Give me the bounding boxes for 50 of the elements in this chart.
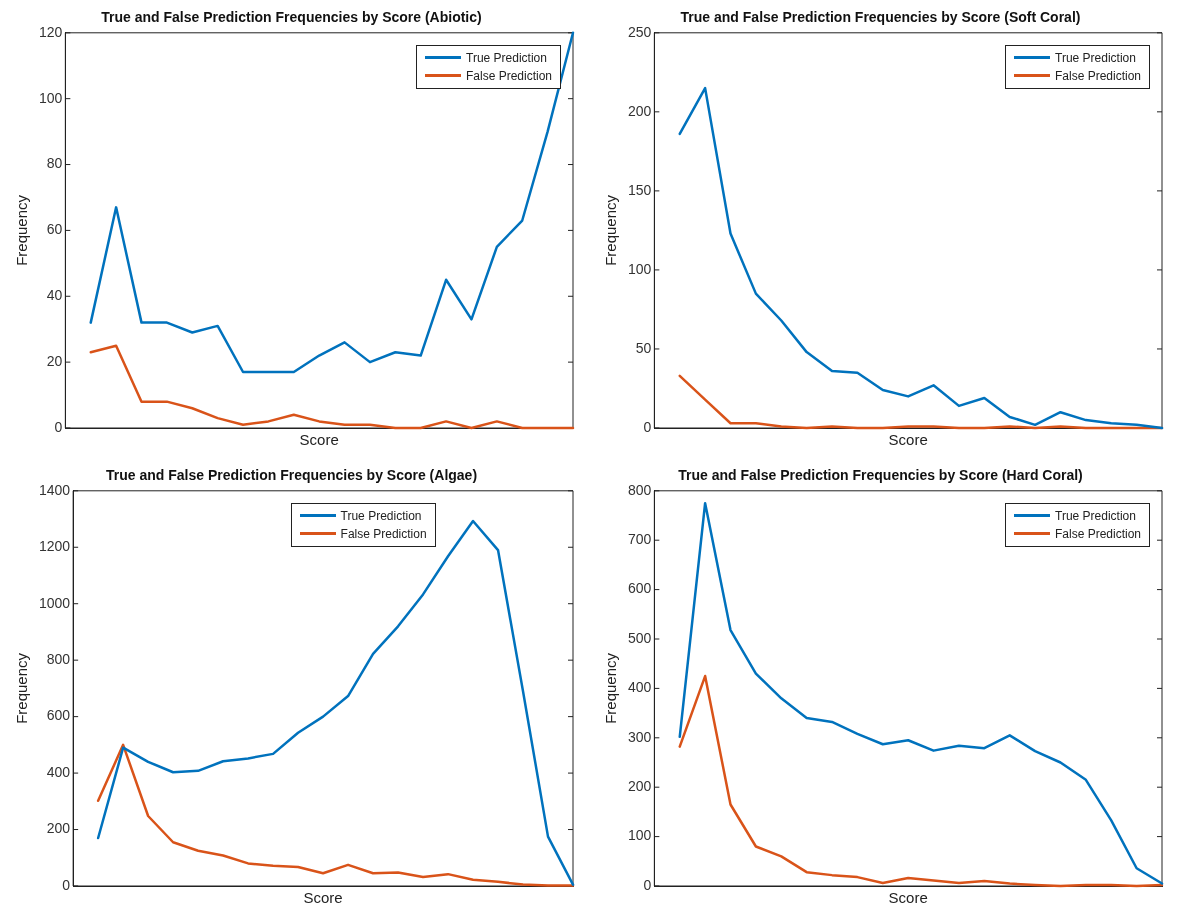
y-tick-label: 800 <box>628 481 652 498</box>
chart-title: True and False Prediction Frequencies by Score (Abiotic) <box>101 9 482 26</box>
y-axis-title: Frequency <box>13 652 31 724</box>
y-tick-label: 500 <box>628 629 652 646</box>
y-tick-label: 1400 <box>38 481 71 498</box>
chart-title: True and False Prediction Frequencies by Score (Algae) <box>105 467 478 484</box>
y-tick-label: 40 <box>46 287 63 304</box>
y-tick-label: 0 <box>62 876 71 893</box>
legend-label: True Prediction <box>340 508 422 523</box>
legend-label: False Prediction <box>1055 68 1142 83</box>
y-tick-label: 50 <box>635 339 652 356</box>
y-tick-label: 400 <box>628 679 652 696</box>
y-tick-label: 100 <box>628 260 652 277</box>
y-tick-label: 1000 <box>38 594 71 611</box>
y-tick-label: 200 <box>628 102 652 119</box>
y-tick-label: 150 <box>628 181 652 198</box>
legend-label: True Prediction <box>1055 50 1136 65</box>
y-tick-label: 60 <box>46 221 63 238</box>
y-tick-label: 600 <box>628 580 652 597</box>
y-tick-label: 250 <box>628 23 652 40</box>
legend-label: False Prediction <box>466 68 553 83</box>
chart-title: True and False Prediction Frequencies by Score (Hard Coral) <box>678 467 1083 484</box>
legend-label: True Prediction <box>466 50 547 65</box>
y-tick-label: 20 <box>46 352 63 369</box>
y-axis-title: Frequency <box>602 194 620 266</box>
y-tick-label: 800 <box>46 651 71 668</box>
y-axis-title: Frequency <box>602 652 620 724</box>
y-tick-label: 0 <box>54 418 63 435</box>
y-tick-label: 100 <box>628 827 652 844</box>
x-axis-title: Score <box>888 889 928 907</box>
y-tick-label: 1200 <box>38 538 71 555</box>
y-tick-label: 200 <box>628 778 652 795</box>
legend-label: True Prediction <box>1055 508 1136 523</box>
y-tick-label: 0 <box>643 418 652 435</box>
y-tick-label: 200 <box>46 820 71 837</box>
legend-label: False Prediction <box>340 526 427 541</box>
x-axis-title: Score <box>888 431 928 449</box>
y-tick-label: 120 <box>39 23 63 40</box>
y-tick-label: 100 <box>39 89 63 106</box>
y-tick-label: 0 <box>643 876 652 893</box>
y-tick-label: 400 <box>46 763 71 780</box>
x-axis-title: Score <box>299 431 339 449</box>
chart-title: True and False Prediction Frequencies by Score (Soft Coral) <box>680 9 1081 26</box>
y-tick-label: 600 <box>46 707 71 724</box>
y-tick-label: 700 <box>628 531 652 548</box>
y-tick-label: 300 <box>628 728 652 745</box>
y-tick-label: 80 <box>46 155 63 172</box>
y-axis-title: Frequency <box>13 194 31 266</box>
legend-label: False Prediction <box>1055 526 1142 541</box>
x-axis-title: Score <box>303 889 343 907</box>
